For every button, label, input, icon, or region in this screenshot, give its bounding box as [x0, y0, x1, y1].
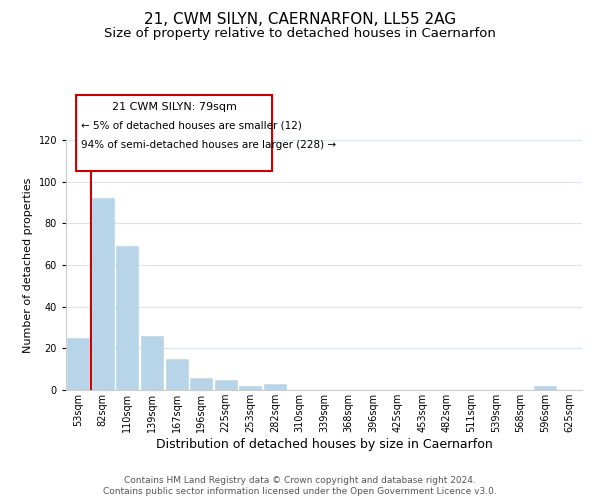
Text: Contains HM Land Registry data © Crown copyright and database right 2024.: Contains HM Land Registry data © Crown c…: [124, 476, 476, 485]
Text: Size of property relative to detached houses in Caernarfon: Size of property relative to detached ho…: [104, 28, 496, 40]
Bar: [239, 386, 262, 390]
Text: 94% of semi-detached houses are larger (228) →: 94% of semi-detached houses are larger (…: [82, 140, 337, 150]
Bar: [92, 198, 114, 390]
Y-axis label: Number of detached properties: Number of detached properties: [23, 178, 33, 352]
Text: 21, CWM SILYN, CAERNARFON, LL55 2AG: 21, CWM SILYN, CAERNARFON, LL55 2AG: [144, 12, 456, 28]
Bar: [166, 359, 188, 390]
Text: ← 5% of detached houses are smaller (12): ← 5% of detached houses are smaller (12): [82, 120, 302, 130]
Bar: [67, 338, 89, 390]
Text: Contains public sector information licensed under the Open Government Licence v3: Contains public sector information licen…: [103, 487, 497, 496]
FancyBboxPatch shape: [76, 95, 272, 171]
Bar: [190, 378, 212, 390]
Bar: [534, 386, 556, 390]
Bar: [264, 384, 286, 390]
X-axis label: Distribution of detached houses by size in Caernarfon: Distribution of detached houses by size …: [155, 438, 493, 451]
Bar: [116, 246, 139, 390]
Text: 21 CWM SILYN: 79sqm: 21 CWM SILYN: 79sqm: [112, 102, 237, 113]
Bar: [215, 380, 237, 390]
Bar: [141, 336, 163, 390]
